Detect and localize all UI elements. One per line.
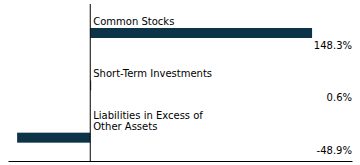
category-label-line: Other Assets [93, 121, 157, 132]
value-label: 0.6% [327, 92, 352, 103]
value-labels: 148.3% 0.6% -48.9% [314, 40, 352, 156]
category-label: Common Stocks [93, 16, 174, 27]
value-label: 148.3% [314, 40, 352, 51]
category-labels: Common Stocks Short-Term Investments Liabi… [93, 16, 212, 132]
category-label: Liabilities in Excess ofOther Assets [93, 110, 203, 132]
zero-line [90, 4, 91, 161]
plot: Common Stocks Short-Term Investments Liabi… [9, 4, 353, 162]
bar [17, 133, 90, 143]
category-label-line: Liabilities in Excess of [93, 110, 203, 121]
category-label-line: Short-Term Investments [93, 68, 212, 79]
category-label-line: Common Stocks [93, 16, 174, 27]
x-axis [9, 161, 353, 162]
x-axis-line [9, 161, 353, 162]
bars [17, 28, 312, 143]
value-label: -48.9% [317, 145, 352, 156]
category-label: Short-Term Investments [93, 68, 212, 79]
chart: Common Stocks Short-Term Investments Liabi… [0, 0, 360, 165]
bar [90, 28, 312, 38]
